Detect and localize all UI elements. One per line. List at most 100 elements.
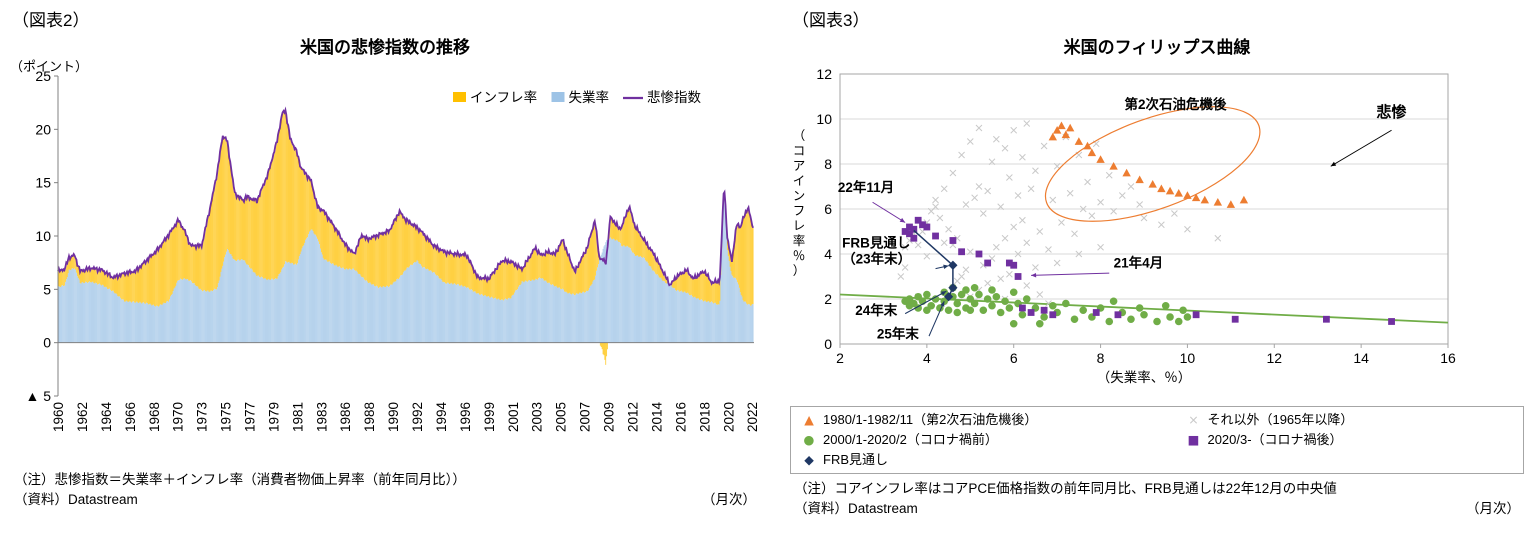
phillips-source: （資料）Datastream bbox=[794, 501, 918, 517]
phillips-notes: （注）コアインフレ率はコアPCE価格指数の前年同月比、FRB見通しは22年12月… bbox=[788, 479, 1526, 520]
legend-label: それ以外（1965年以降） bbox=[1207, 412, 1354, 427]
annotation-text: 21年4月 bbox=[1114, 255, 1164, 271]
y-tick-label: 5 bbox=[43, 281, 51, 297]
legend-swatch-icon bbox=[551, 92, 565, 102]
x-tick-label: 2014 bbox=[649, 402, 664, 433]
x-tick-label: 1970 bbox=[171, 402, 186, 432]
series-other bbox=[897, 120, 1222, 307]
x-tick-label: 1979 bbox=[266, 402, 281, 432]
legend-label: 2020/3-（コロナ禍後） bbox=[1207, 432, 1343, 447]
panel-misery-index: （図表2） 米国の悲惨指数の推移 （ポイント） 25 20 15 10 5 0 ▲ 5 1960… bbox=[8, 4, 762, 520]
annotation-arrowhead bbox=[943, 264, 949, 269]
series-oil-crisis bbox=[1048, 121, 1249, 208]
y-tick-label: 15 bbox=[35, 175, 51, 191]
x-tick-label: 1981 bbox=[290, 402, 305, 432]
svg-text:コ: コ bbox=[793, 144, 806, 158]
x-tick-label: 1994 bbox=[434, 402, 449, 433]
x-tick-label: 2009 bbox=[602, 402, 617, 432]
y-tick-label: 0 bbox=[824, 336, 832, 352]
x-tick-label: 1986 bbox=[338, 402, 353, 432]
legend-item-frb-forecast: ◆ FRB見通し bbox=[801, 450, 1185, 470]
legend-item-pre-covid: ● 2000/1-2020/2（コロナ禍前） bbox=[801, 430, 1185, 450]
annotation-text: 24年末 bbox=[855, 302, 898, 318]
svg-text:ン: ン bbox=[793, 189, 806, 203]
phillips-note: （注）コアインフレ率はコアPCE価格指数の前年同月比、FRB見通しは22年12月… bbox=[794, 481, 1337, 496]
y-tick-label: ▲ 5 bbox=[25, 388, 51, 404]
x-tick-label: 2022 bbox=[745, 402, 760, 432]
x-tick-label: 2 bbox=[836, 350, 844, 366]
misery-index-line bbox=[57, 106, 754, 287]
series-pre-covid bbox=[901, 283, 1192, 328]
oil-crisis-ellipse bbox=[1044, 106, 1261, 222]
annotation-text: 22年11月 bbox=[838, 179, 894, 195]
annotation: 25年末 bbox=[877, 301, 945, 341]
x-tick-label: 12 bbox=[1266, 350, 1282, 366]
annotation-arrow bbox=[872, 201, 906, 223]
annotation: 第2次石油危機後 bbox=[1124, 96, 1227, 112]
misery-legend: インフレ率 失業率 悲惨指数 bbox=[453, 89, 701, 105]
y-tick-label: 10 bbox=[816, 111, 832, 127]
x-tick-label: 1968 bbox=[147, 402, 162, 432]
misery-source: （資料）Datastream bbox=[14, 492, 138, 508]
svg-text:イ: イ bbox=[793, 174, 806, 188]
svg-text:（: （ bbox=[793, 129, 806, 143]
x-tick-label: 1975 bbox=[219, 402, 234, 432]
x-tick-label: 2012 bbox=[625, 402, 640, 432]
x-tick-label: 4 bbox=[923, 350, 931, 366]
x-tick-label: 1983 bbox=[314, 402, 329, 432]
misery-chart-title: 米国の悲惨指数の推移 bbox=[300, 38, 470, 57]
frb-forecast-line bbox=[913, 229, 954, 298]
circle-marker-icon: ● bbox=[803, 432, 815, 447]
phillips-chart-title: 米国のフィリップス曲線 bbox=[1063, 38, 1251, 57]
annotation-arrow bbox=[1330, 129, 1392, 167]
legend-swatch-icon bbox=[453, 92, 466, 102]
annotation-text: 第2次石油危機後 bbox=[1124, 96, 1227, 112]
svg-text:フ: フ bbox=[793, 204, 806, 218]
y-tick-label: 4 bbox=[824, 246, 832, 262]
series-frb-forecast bbox=[913, 229, 958, 302]
x-tick-label: 14 bbox=[1353, 350, 1369, 366]
x-tick-label: 2007 bbox=[578, 402, 593, 432]
x-tick-label: 8 bbox=[1097, 350, 1105, 366]
y-tick-label: 2 bbox=[824, 291, 832, 307]
x-tick-label: 2018 bbox=[697, 402, 712, 432]
y-tick-label: 10 bbox=[35, 228, 51, 244]
gridlines bbox=[840, 118, 1448, 300]
x-tick-label: 6 bbox=[1010, 350, 1018, 366]
x-tick-label: 1990 bbox=[386, 402, 401, 432]
plot-border bbox=[839, 73, 1449, 345]
x-tick-label: 1988 bbox=[362, 402, 377, 432]
y-axis-unit-label: （ポイント） bbox=[10, 59, 88, 74]
annotation: 24年末 bbox=[855, 290, 947, 318]
x-tick-label: 1960 bbox=[51, 402, 66, 432]
square-marker-icon: ■ bbox=[1187, 432, 1200, 447]
annotation-arrow bbox=[928, 301, 945, 337]
y-tick-label: 12 bbox=[816, 66, 832, 82]
annotation-text: FRB見通し（23年末） bbox=[842, 235, 911, 266]
misery-notes: （注）悲惨指数＝失業率＋インフレ率（消費者物価上昇率（前年同月比）） （資料）D… bbox=[8, 470, 762, 511]
annotation-text: 悲惨 bbox=[1376, 103, 1407, 121]
annotation: 悲惨 bbox=[1330, 103, 1407, 167]
annotation: 22年11月 bbox=[838, 179, 906, 223]
phillips-frequency: （月次） bbox=[1466, 501, 1520, 517]
x-tick-label: 2001 bbox=[506, 402, 521, 432]
legend-item-other: × それ以外（1965年以降） bbox=[1185, 410, 1513, 430]
y-tick-label: 0 bbox=[43, 335, 51, 351]
x-tick-label: 2016 bbox=[673, 402, 688, 432]
series-post-covid bbox=[901, 216, 1395, 325]
legend-item-post-covid: ■ 2020/3-（コロナ禍後） bbox=[1185, 430, 1513, 450]
x-tick-label: 2020 bbox=[721, 402, 736, 432]
misery-note: （注）悲惨指数＝失業率＋インフレ率（消費者物価上昇率（前年同月比）） bbox=[14, 472, 466, 487]
figure-label-3: （図表3） bbox=[792, 11, 870, 30]
y-tick-label: 25 bbox=[35, 68, 51, 84]
annotation-arrowhead bbox=[940, 291, 947, 296]
x-tick-label: 2005 bbox=[554, 402, 569, 432]
misery-frequency: （月次） bbox=[702, 492, 756, 508]
annotation-arrowhead bbox=[1330, 161, 1337, 167]
legend-label: 悲惨指数 bbox=[647, 89, 701, 105]
annotation: 21年4月 bbox=[1031, 255, 1163, 278]
triangle-marker-icon: ▲ bbox=[804, 412, 814, 427]
annotation-arrowhead bbox=[940, 301, 945, 307]
